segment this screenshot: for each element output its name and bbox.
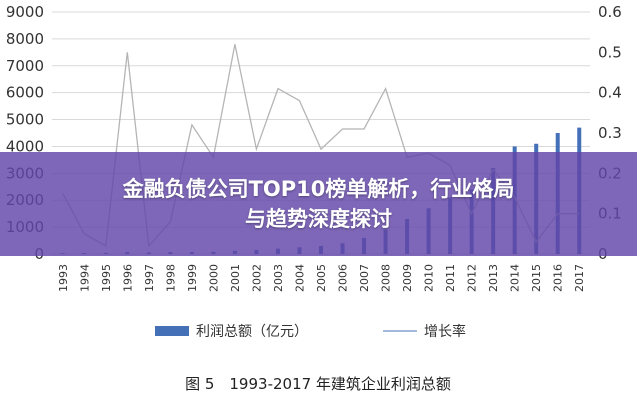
x-axis: 1993 1994 1995 1996 1997 1998 1999 2000 2001 2002…: [57, 264, 586, 292]
x-tick-label: 2012: [466, 264, 479, 292]
x-tick-label: 2014: [509, 264, 522, 292]
x-tick-label: 2016: [552, 264, 565, 292]
y-left-tick-label: 6000: [6, 84, 44, 102]
x-tick-label: 2015: [530, 264, 543, 292]
y-left-tick-label: 8000: [6, 30, 44, 48]
title-banner: 金融负债公司TOP10榜单解析，行业格局 与趋势深度探讨: [0, 152, 637, 256]
x-tick-label: 1996: [121, 264, 134, 292]
legend-label-growth: 增长率: [424, 323, 466, 340]
x-tick-label: 2011: [444, 264, 457, 292]
x-tick-label: 2002: [250, 264, 263, 292]
x-tick-label: 2017: [573, 264, 586, 292]
x-tick-label: 1999: [186, 264, 199, 292]
banner-title-line-1: 金融负债公司TOP10榜单解析，行业格局: [122, 177, 515, 201]
x-tick-label: 2013: [487, 264, 500, 292]
y-left-tick-label: 4000: [6, 137, 44, 155]
x-tick-label: 1994: [78, 264, 91, 292]
x-tick-label: 2003: [272, 264, 285, 292]
x-tick-label: 2005: [315, 264, 328, 292]
x-tick-label: 1995: [100, 264, 113, 292]
y-right-tick-label: 0.5: [598, 43, 622, 61]
x-tick-label: 1997: [143, 264, 156, 292]
y-right-tick-label: 0.3: [598, 124, 622, 142]
x-tick-label: 2010: [423, 264, 436, 292]
x-tick-label: 2008: [380, 264, 393, 292]
y-right-tick-label: 0.6: [598, 3, 622, 21]
legend-swatch-profit: [155, 326, 189, 336]
y-left-tick-label: 9000: [6, 3, 44, 21]
x-tick-label: 2001: [229, 264, 242, 292]
y-right-tick-label: 0.4: [598, 84, 622, 102]
x-tick-label: 1998: [164, 264, 177, 292]
legend: 利润总额（亿元） 增长率: [155, 323, 466, 340]
banner-title-line-2: 与趋势深度探讨: [245, 207, 392, 231]
legend-label-profit: 利润总额（亿元）: [196, 324, 308, 340]
figure-caption: 图 5 1993-2017 年建筑企业利润总额: [185, 375, 451, 393]
x-tick-label: 2007: [358, 264, 371, 292]
x-tick-label: 2004: [293, 264, 306, 292]
y-left-tick-label: 7000: [6, 57, 44, 75]
x-tick-label: 2006: [337, 264, 350, 292]
x-tick-label: 2009: [401, 264, 414, 292]
x-tick-label: 1993: [57, 264, 70, 292]
x-tick-label: 2000: [207, 264, 220, 292]
y-left-tick-label: 5000: [6, 111, 44, 129]
